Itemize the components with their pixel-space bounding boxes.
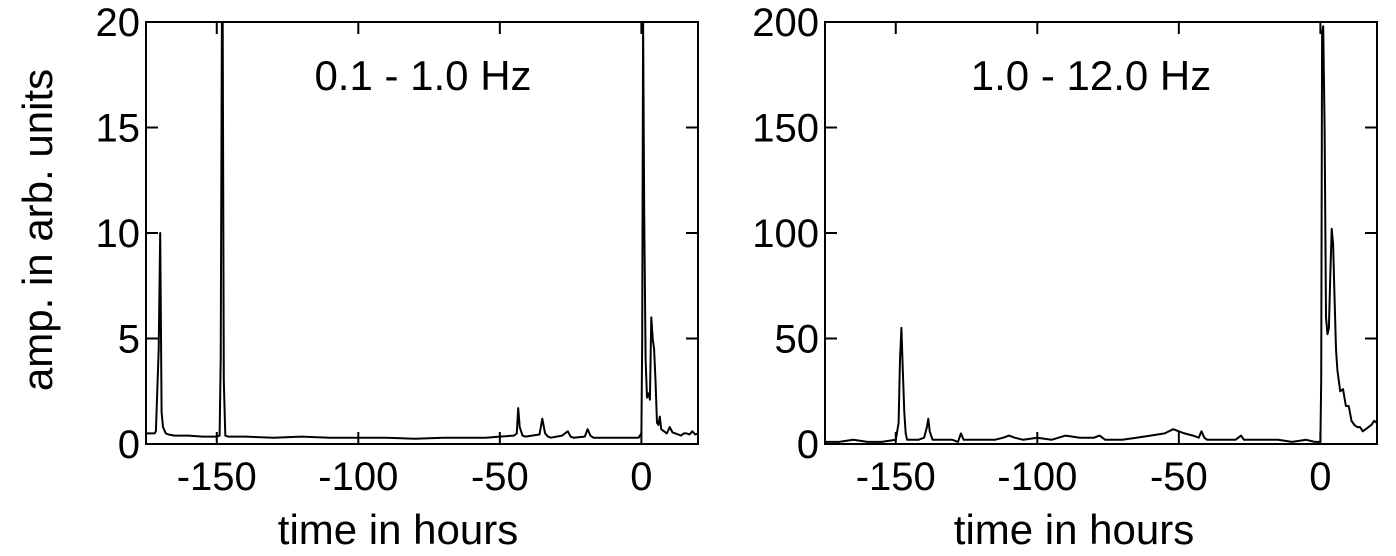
y-tick-label-left-1: 5 [118,318,140,362]
chart-title-left: 0.1 - 1.0 Hz [314,52,531,99]
x-axis-label-left: time in hours [278,506,518,553]
x-tick-label-right-1: -100 [997,455,1077,499]
x-tick-label-right-3: 0 [1309,455,1331,499]
y-tick-label-right-3: 150 [752,107,819,151]
y-axis-label: amp. in arb. units [14,69,61,391]
x-ticks-right: -150 -100 -50 0 [856,22,1332,499]
x-tick-label-right-0: -150 [856,455,936,499]
y-ticks-right: 0 50 100 150 200 [752,1,1377,467]
y-tick-label-left-0: 0 [118,423,140,467]
x-ticks-left: -150 -100 -50 0 [177,22,653,499]
y-tick-label-left-2: 10 [96,212,141,256]
chart-title-right: 1.0 - 12.0 Hz [971,52,1211,99]
y-tick-label-right-0: 0 [797,423,819,467]
y-tick-label-right-1: 50 [775,318,820,362]
x-tick-label-right-2: -50 [1150,455,1208,499]
chart-panel-left: 0 5 10 15 20 -150 -100 -50 0 0.1 - 1.0 Hz time … [96,1,699,553]
series-line-right [825,25,1378,443]
x-tick-label-left-2: -50 [471,455,529,499]
x-tick-label-left-3: 0 [630,455,652,499]
y-ticks-left: 0 5 10 15 20 [96,1,698,467]
x-axis-label-right: time in hours [954,506,1194,553]
series-line-left [146,21,699,440]
y-tick-label-left-3: 15 [96,107,141,151]
x-tick-label-left-1: -100 [318,455,398,499]
y-tick-label-right-2: 100 [752,212,819,256]
x-tick-label-left-0: -150 [177,455,257,499]
y-tick-label-left-4: 20 [96,1,141,45]
y-tick-label-right-4: 200 [752,1,819,45]
